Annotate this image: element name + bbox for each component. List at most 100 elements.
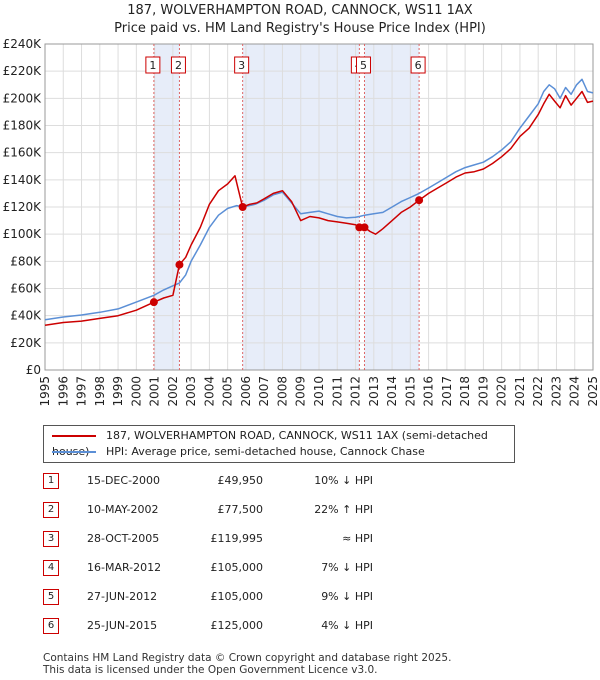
legend-item-property: 187, WOLVERHAMPTON ROAD, CANNOCK, WS11 1… (52, 428, 514, 458)
legend-item-hpi: HPI: Average price, semi-detached house,… (52, 444, 425, 460)
sale-label-box (170, 56, 186, 74)
x-tick-label: 2023 (549, 376, 563, 407)
y-tick-label: £20K (10, 336, 42, 350)
sale-row: 2 10-MAY-2002 £77,500 22% ↑ HPI (43, 500, 583, 520)
title-line-2: Price paid vs. HM Land Registry's House … (114, 21, 486, 36)
footer-line-2: This data is licensed under the Open Gov… (43, 664, 378, 676)
legend: 187, WOLVERHAMPTON ROAD, CANNOCK, WS11 1… (43, 425, 515, 463)
sale-label-number: 3 (238, 59, 245, 72)
sale-price: £105,000 (210, 561, 264, 574)
title-line-1: 187, WOLVERHAMPTON ROAD, CANNOCK, WS11 1… (127, 3, 473, 18)
sale-price: £105,000 (210, 590, 264, 603)
sale-hpi-relation: 9% ↓ HPI (321, 590, 373, 603)
y-tick-label: £40K (10, 309, 42, 323)
sale-hpi-relation: 4% ↓ HPI (321, 619, 373, 632)
sale-row: 6 25-JUN-2015 £125,000 4% ↓ HPI (43, 616, 583, 636)
x-tick-label: 2019 (476, 376, 490, 407)
legend-swatch-property (52, 435, 96, 437)
x-tick-label: 1996 (56, 376, 70, 407)
sale-label-box (355, 56, 371, 74)
sale-hpi-relation: 22% ↑ HPI (314, 503, 373, 516)
sale-point (415, 196, 424, 205)
x-tick-label: 2013 (367, 376, 381, 407)
x-tick-label: 1998 (93, 376, 107, 407)
sale-number-badge: 3 (43, 531, 59, 547)
x-tick-label: 2008 (275, 376, 289, 407)
sale-date: 28-OCT-2005 (87, 532, 160, 545)
sale-price: £49,950 (217, 474, 264, 487)
x-tick-label: 2001 (148, 376, 162, 407)
x-tick-label: 2017 (440, 376, 454, 407)
y-tick-label: £160K (3, 146, 43, 160)
sale-number-badge: 4 (43, 560, 59, 576)
sale-row: 1 15-DEC-2000 £49,950 10% ↓ HPI (43, 471, 583, 491)
y-tick-label: £220K (3, 64, 43, 78)
x-tick-label: 2007 (257, 376, 271, 407)
sale-point (175, 260, 184, 269)
y-tick-label: £100K (3, 227, 43, 241)
y-tick-label: £0 (26, 363, 41, 377)
sale-price: £119,995 (210, 532, 264, 545)
sale-number-badge: 6 (43, 618, 59, 634)
sale-number-badge: 1 (43, 473, 59, 489)
sale-price: £77,500 (217, 503, 264, 516)
sale-number-badge: 2 (43, 502, 59, 518)
sale-date: 25-JUN-2015 (87, 619, 158, 632)
x-tick-label: 2025 (586, 376, 600, 407)
sale-point (360, 223, 369, 232)
sale-point (238, 203, 247, 212)
y-tick-label: £200K (3, 91, 43, 105)
y-tick-label: £60K (10, 282, 42, 296)
sale-date: 10-MAY-2002 (87, 503, 159, 516)
x-tick-label: 2002 (166, 376, 180, 407)
y-tick-label: £180K (3, 119, 43, 133)
x-tick-label: 2012 (349, 376, 363, 407)
x-tick-label: 1995 (38, 376, 52, 407)
x-tick-label: 2015 (403, 376, 417, 407)
sale-hpi-relation: 7% ↓ HPI (321, 561, 373, 574)
sale-point (149, 298, 158, 307)
sale-row: 3 28-OCT-2005 £119,995 ≈ HPI (43, 529, 583, 549)
sale-price: £125,000 (210, 619, 264, 632)
sale-date: 16-MAR-2012 (87, 561, 162, 574)
x-tick-label: 1999 (111, 376, 125, 407)
sale-label-box (234, 56, 250, 74)
sale-number-badge: 5 (43, 589, 59, 605)
sale-label-number: 2 (175, 59, 182, 72)
y-tick-label: £80K (10, 254, 42, 268)
sale-hpi-relation: ≈ HPI (342, 532, 373, 545)
x-tick-label: 2000 (129, 376, 143, 407)
x-tick-label: 2014 (385, 376, 399, 407)
plot-frame (44, 43, 594, 371)
chart-title: 187, WOLVERHAMPTON ROAD, CANNOCK, WS11 1… (0, 0, 600, 38)
sale-row: 5 27-JUN-2012 £105,000 9% ↓ HPI (43, 587, 583, 607)
x-tick-label: 2003 (184, 376, 198, 407)
x-tick-label: 2006 (239, 376, 253, 407)
x-tick-label: 2024 (568, 376, 582, 407)
x-tick-label: 2004 (202, 376, 216, 407)
x-tick-label: 2021 (513, 376, 527, 407)
sale-date: 27-JUN-2012 (87, 590, 158, 603)
x-tick-label: 2011 (330, 376, 344, 407)
sale-row: 4 16-MAR-2012 £105,000 7% ↓ HPI (43, 558, 583, 578)
x-tick-label: 2010 (312, 376, 326, 407)
sale-label-box (145, 56, 161, 74)
sale-label-number: 5 (360, 59, 367, 72)
legend-swatch-hpi (52, 451, 96, 453)
y-tick-label: £140K (3, 173, 43, 187)
x-tick-label: 2009 (294, 376, 308, 407)
x-tick-label: 2005 (221, 376, 235, 407)
sale-label-box (410, 56, 426, 74)
x-tick-label: 2022 (531, 376, 545, 407)
legend-label-hpi: HPI: Average price, semi-detached house,… (106, 445, 425, 458)
x-tick-label: 2018 (458, 376, 472, 407)
footer-line-1: Contains HM Land Registry data © Crown c… (43, 652, 452, 664)
sale-label-number: 1 (149, 59, 156, 72)
x-tick-label: 2020 (495, 376, 509, 407)
sale-hpi-relation: 10% ↓ HPI (314, 474, 373, 487)
sale-date: 15-DEC-2000 (87, 474, 161, 487)
x-tick-label: 1997 (75, 376, 89, 407)
price-chart: £0 £20K £40K £60K £80K £100K £120K £140K £160K £1… (3, 37, 600, 407)
y-tick-label: £120K (3, 200, 43, 214)
footer: Contains HM Land Registry data © Crown c… (43, 652, 451, 676)
